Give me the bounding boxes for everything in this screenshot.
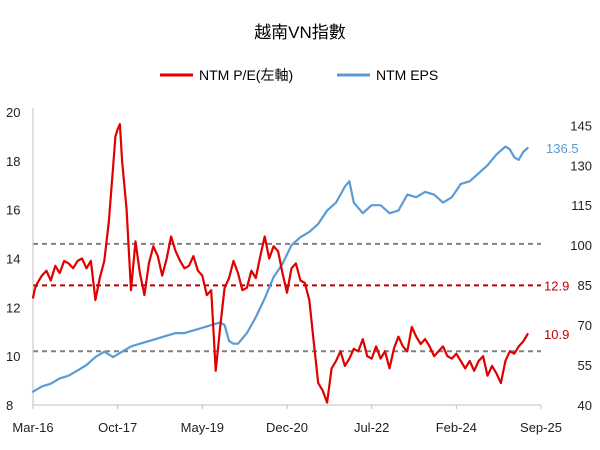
right-tick-label: 100 [570,238,592,253]
series-lines [31,123,529,404]
right-tick-label: 85 [578,278,592,293]
right-tick-label: 115 [571,198,592,213]
x-tick-label: May-19 [181,420,224,435]
left-tick-label: 14 [6,252,20,267]
end-labels: 136.5 10.9 12.9 [544,141,579,342]
x-tick-label: Oct-17 [98,420,137,435]
x-tick-label: Dec-20 [266,420,308,435]
x-tick-label: Feb-24 [436,420,477,435]
right-tick-label: 145 [570,118,592,133]
left-tick-label: 10 [6,349,20,364]
right-tick-label: 130 [570,158,592,173]
x-tick-label: Jul-22 [354,420,389,435]
pe-end-label: 10.9 [544,327,569,342]
legend-label-1: NTM EPS [376,67,438,83]
series-line-ntm-pe [31,123,529,404]
axes: 8 10 12 14 16 18 20 40 55 70 85 100 115 130 145 Mar-16 O… [6,105,592,435]
x-tick-label: Mar-16 [12,420,53,435]
eps-end-label: 136.5 [546,141,579,156]
legend-label-0: NTM P/E(左軸) [199,67,293,83]
left-tick-label: 8 [6,398,13,413]
right-tick-label: 40 [578,398,592,413]
right-tick-label: 70 [578,318,592,333]
left-tick-label: 20 [6,105,20,120]
legend: NTM P/E(左軸) NTM EPS [160,67,438,83]
series-line-ntm-eps [31,145,529,393]
left-tick-label: 12 [6,300,20,315]
reference-lines [33,242,541,353]
left-tick-label: 16 [6,203,20,218]
left-tick-label: 18 [6,154,20,169]
chart-title: 越南VN指數 [254,23,346,42]
x-tick-label: Sep-25 [520,420,562,435]
reference-label: 12.9 [544,278,569,293]
right-tick-label: 55 [578,358,592,373]
